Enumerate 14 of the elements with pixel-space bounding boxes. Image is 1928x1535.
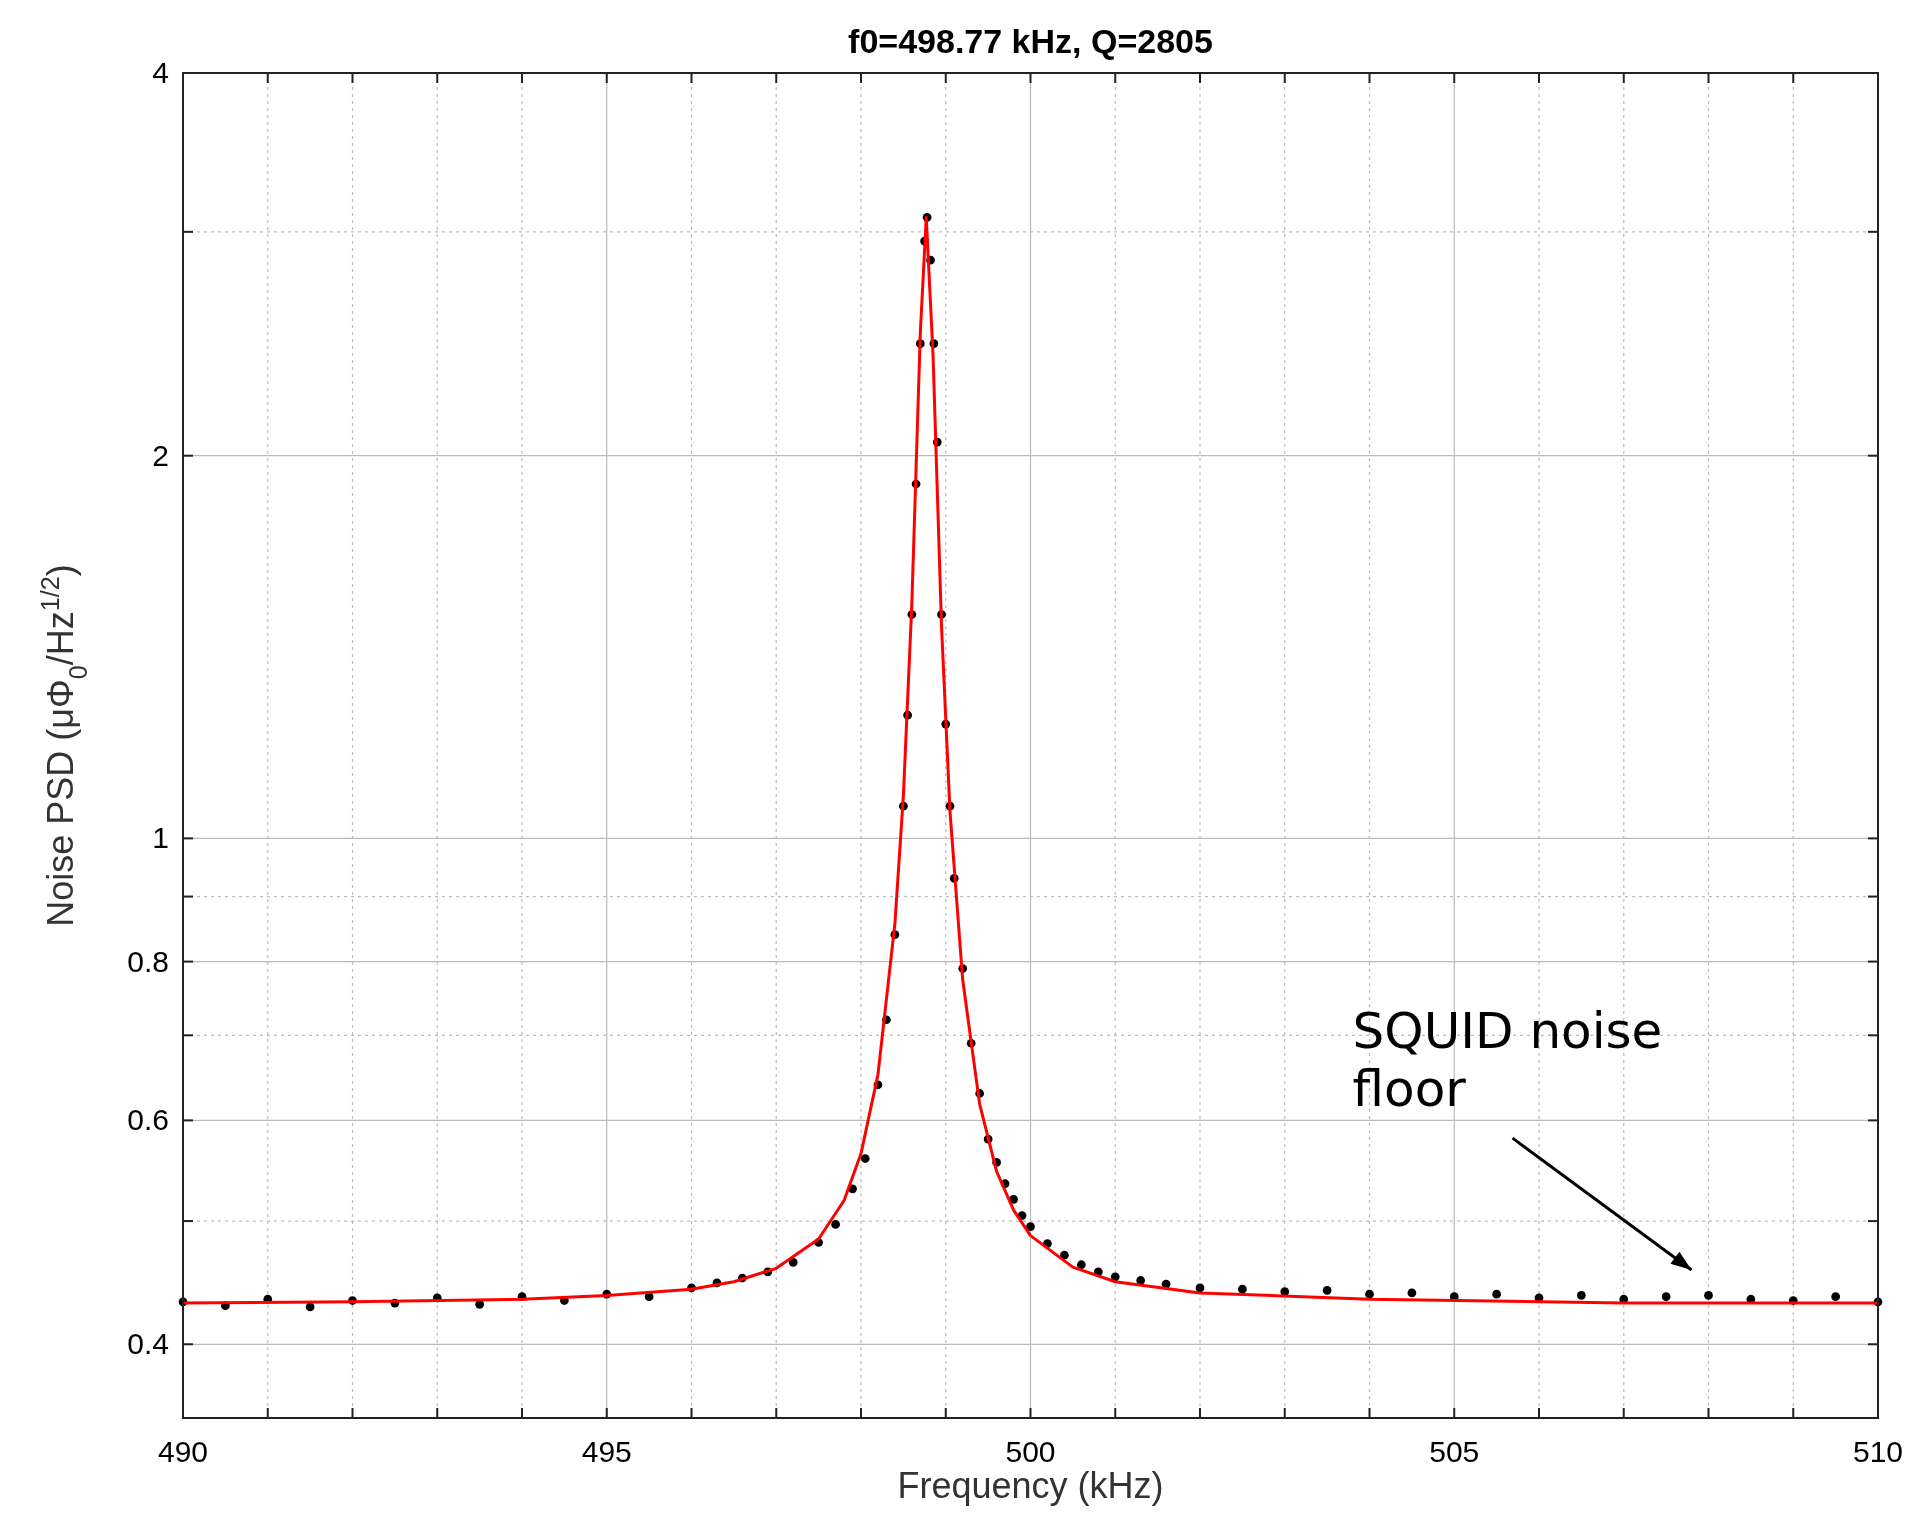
y-tick-label: 0.8 (127, 944, 169, 978)
y-tick-label: 4 (152, 56, 169, 89)
x-tick-label: 495 (581, 1435, 632, 1468)
y-tick-label: 0.6 (127, 1103, 169, 1137)
y-tick-label: 0.4 (127, 1327, 169, 1361)
annotation: SQUID noise floor (1352, 1002, 1663, 1119)
x-tick-label: 490 (157, 1435, 209, 1468)
x-tick-label: 500 (1005, 1435, 1056, 1468)
chart-title: f0=498.77 kHz, Q=2805 (848, 22, 1213, 60)
y-tick-label: 2 (152, 438, 169, 472)
x-tick-label: 510 (1852, 1435, 1904, 1468)
x-tick-label: 505 (1429, 1435, 1480, 1468)
y-tick-label: 1 (152, 821, 169, 855)
x-axis-title: Frequency (kHz) (897, 1465, 1164, 1506)
